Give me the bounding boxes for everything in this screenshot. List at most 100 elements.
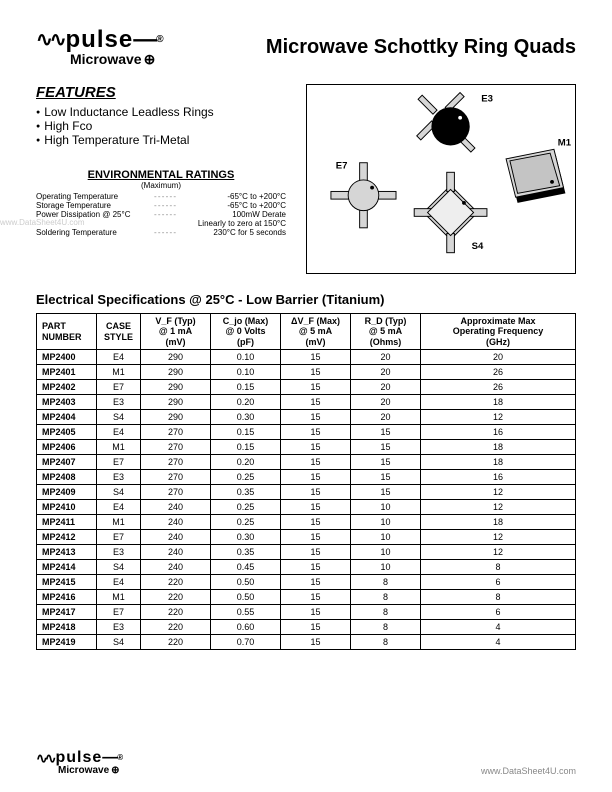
- table-cell: 15: [281, 395, 351, 410]
- package-svg: E3 E7 S4: [307, 85, 575, 273]
- package-diagram: E3 E7 S4: [306, 84, 576, 274]
- table-cell: 15: [281, 500, 351, 515]
- table-header: Approximate MaxOperating Frequency(GHz): [421, 314, 576, 350]
- watermark: www.DataSheet4U.com: [0, 218, 84, 227]
- table-cell: 290: [141, 365, 211, 380]
- table-cell: 270: [141, 425, 211, 440]
- table-cell: 8: [351, 635, 421, 650]
- table-cell: 240: [141, 515, 211, 530]
- table-cell: E7: [97, 455, 141, 470]
- table-cell: 6: [421, 575, 576, 590]
- label-s4: S4: [472, 241, 484, 252]
- table-body: MP2400E42900.10152020MP2401M12900.101520…: [37, 350, 576, 650]
- table-cell: 0.25: [211, 500, 281, 515]
- env-value: -65°C to +200°C: [227, 192, 286, 201]
- table-cell: 18: [421, 440, 576, 455]
- table-cell: 15: [281, 485, 351, 500]
- table-cell: 10: [351, 530, 421, 545]
- env-heading: ENVIRONMENTAL RATINGS: [36, 169, 286, 181]
- table-cell: 290: [141, 350, 211, 365]
- table-cell: 26: [421, 380, 576, 395]
- table-cell: 240: [141, 530, 211, 545]
- footer-logo: ∿∿ pulse — ® Microwave ⊕: [36, 750, 124, 776]
- package-e3-icon: [417, 93, 475, 153]
- table-cell: 0.35: [211, 545, 281, 560]
- env-value: 230°C for 5 seconds: [213, 228, 286, 237]
- table-row: MP2407E72700.20151518: [37, 455, 576, 470]
- table-header: CASESTYLE: [97, 314, 141, 350]
- table-cell: 15: [351, 425, 421, 440]
- feature-item: Low Inductance Leadless Rings: [36, 105, 286, 119]
- table-cell: 8: [351, 590, 421, 605]
- table-row: MP2417E72200.551586: [37, 605, 576, 620]
- table-cell: 0.35: [211, 485, 281, 500]
- table-cell: 15: [351, 485, 421, 500]
- table-cell: 15: [281, 575, 351, 590]
- features-col: FEATURES Low Inductance Leadless Rings H…: [36, 84, 286, 274]
- table-row: MP2403E32900.20152018: [37, 395, 576, 410]
- table-row: MP2401M12900.10152026: [37, 365, 576, 380]
- table-cell: 15: [351, 455, 421, 470]
- env-value: -65°C to +200°C: [227, 201, 286, 210]
- logo-sub: Microwave: [70, 52, 142, 66]
- table-cell: 270: [141, 455, 211, 470]
- table-cell: M1: [97, 590, 141, 605]
- table-cell: 0.30: [211, 410, 281, 425]
- table-cell: MP2406: [37, 440, 97, 455]
- table-row: MP2406M12700.15151518: [37, 440, 576, 455]
- table-cell: 0.25: [211, 515, 281, 530]
- env-row: Storage Temperature - - - - - - -65°C to…: [36, 201, 286, 210]
- table-row: MP2409S42700.35151512: [37, 485, 576, 500]
- table-row: MP2405E42700.15151516: [37, 425, 576, 440]
- table-cell: 0.50: [211, 575, 281, 590]
- table-cell: 10: [351, 500, 421, 515]
- table-cell: MP2400: [37, 350, 97, 365]
- header-row: ∿∿ pulse — ® Microwave ⊕ Microwave Schot…: [36, 28, 576, 66]
- table-cell: E7: [97, 530, 141, 545]
- table-cell: E7: [97, 605, 141, 620]
- table-cell: 15: [281, 350, 351, 365]
- label-e3: E3: [481, 93, 493, 104]
- table-cell: 20: [351, 365, 421, 380]
- table-cell: 220: [141, 620, 211, 635]
- table-row: MP2410E42400.25151012: [37, 500, 576, 515]
- table-cell: 0.25: [211, 470, 281, 485]
- table-cell: 220: [141, 590, 211, 605]
- table-cell: 8: [351, 575, 421, 590]
- env-rows: Operating Temperature - - - - - - -65°C …: [36, 192, 286, 237]
- logo-wave-icon: ∿∿: [36, 751, 53, 765]
- table-cell: 18: [421, 455, 576, 470]
- table-header-row: PARTNUMBERCASESTYLEV_F (Typ)@ 1 mA(mV)C_…: [37, 314, 576, 350]
- footer-url: www.DataSheet4U.com: [481, 766, 576, 776]
- table-cell: 12: [421, 500, 576, 515]
- table-cell: MP2407: [37, 455, 97, 470]
- table-cell: E4: [97, 500, 141, 515]
- table-cell: S4: [97, 410, 141, 425]
- package-e7-icon: [331, 163, 396, 228]
- logo-dash: —: [133, 28, 156, 52]
- env-value: 100mW Derate: [232, 210, 286, 219]
- table-cell: 15: [281, 545, 351, 560]
- table-cell: 0.60: [211, 620, 281, 635]
- env-label: Operating Temperature: [36, 192, 154, 201]
- table-row: MP2408E32700.25151516: [37, 470, 576, 485]
- table-cell: 20: [351, 395, 421, 410]
- table-row: MP2402E72900.15152026: [37, 380, 576, 395]
- table-cell: MP2418: [37, 620, 97, 635]
- table-cell: MP2410: [37, 500, 97, 515]
- table-cell: 0.50: [211, 590, 281, 605]
- table-cell: S4: [97, 635, 141, 650]
- table-cell: 10: [351, 515, 421, 530]
- table-cell: S4: [97, 560, 141, 575]
- table-cell: 270: [141, 440, 211, 455]
- logo-sub-icon: ⊕: [144, 52, 156, 66]
- table-cell: 16: [421, 470, 576, 485]
- table-cell: 4: [421, 620, 576, 635]
- table-cell: 8: [421, 590, 576, 605]
- table-cell: 290: [141, 395, 211, 410]
- table-cell: 15: [281, 605, 351, 620]
- table-cell: 15: [281, 470, 351, 485]
- table-cell: 15: [281, 635, 351, 650]
- table-cell: MP2403: [37, 395, 97, 410]
- table-cell: 18: [421, 395, 576, 410]
